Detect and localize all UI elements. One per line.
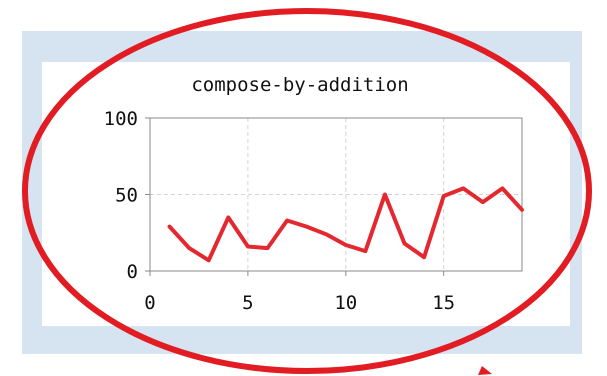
data-point bbox=[324, 232, 329, 237]
data-point bbox=[187, 246, 191, 250]
data-point bbox=[500, 186, 505, 191]
chart-title: compose-by-addition bbox=[191, 74, 408, 96]
data-point bbox=[481, 200, 485, 204]
data-point bbox=[520, 208, 524, 212]
x-tick-label: 0 bbox=[144, 292, 155, 314]
data-point bbox=[441, 194, 446, 198]
x-tick-label: 10 bbox=[334, 292, 357, 314]
data-point bbox=[246, 244, 250, 249]
data-point bbox=[304, 224, 309, 229]
axis-ticks: 0 5 10 15 0 50 100 bbox=[104, 108, 455, 314]
data-point bbox=[343, 243, 348, 247]
data-point bbox=[285, 218, 289, 223]
highlight-ellipse bbox=[22, 8, 592, 374]
data-point bbox=[402, 241, 407, 246]
data-point bbox=[363, 249, 368, 253]
data-point bbox=[265, 246, 270, 250]
y-tick-label: 0 bbox=[127, 261, 138, 283]
data-point bbox=[461, 186, 466, 191]
arrow-tip-mark bbox=[478, 366, 492, 375]
y-tick-label: 50 bbox=[115, 185, 138, 207]
data-point bbox=[422, 255, 426, 260]
x-tick-label: 15 bbox=[432, 292, 455, 314]
x-tick-label: 5 bbox=[242, 292, 253, 314]
annotation-group bbox=[22, 8, 592, 375]
data-point bbox=[206, 258, 211, 263]
data-point bbox=[383, 192, 387, 197]
y-tick-label: 100 bbox=[104, 108, 138, 130]
series-group bbox=[167, 186, 524, 263]
data-point bbox=[226, 215, 231, 220]
data-point bbox=[167, 224, 172, 229]
